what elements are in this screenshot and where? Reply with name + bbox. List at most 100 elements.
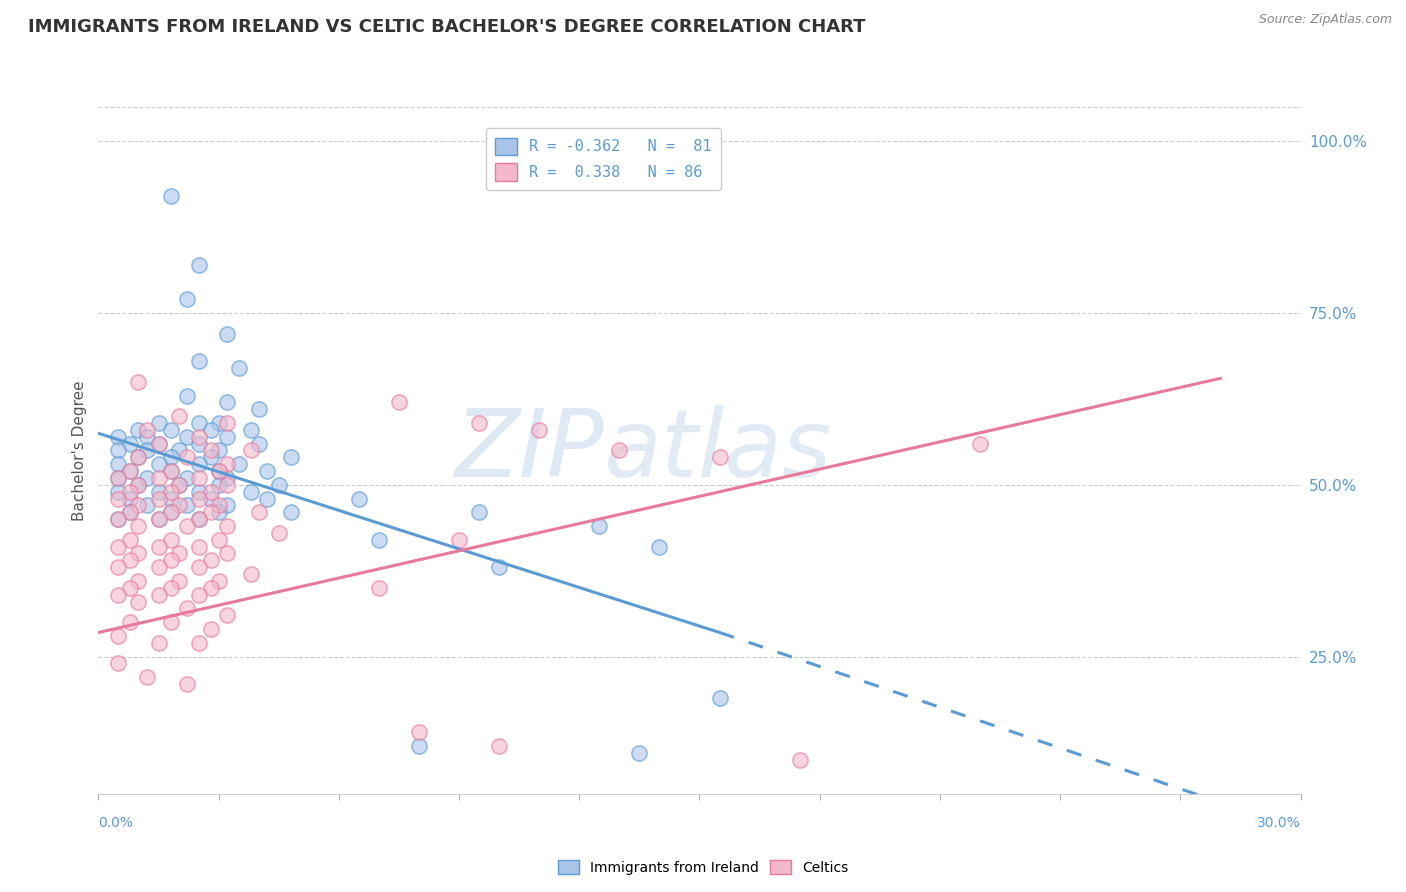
Point <box>208 574 231 588</box>
Point <box>969 436 991 450</box>
Point <box>488 739 510 753</box>
Point <box>200 443 222 458</box>
Point <box>267 478 290 492</box>
Point <box>148 436 170 450</box>
Point <box>148 471 170 485</box>
Point <box>128 519 150 533</box>
Point <box>215 546 238 560</box>
Point <box>159 505 181 519</box>
Point <box>159 189 181 203</box>
Point <box>148 588 170 602</box>
Point <box>200 622 222 636</box>
Point <box>148 560 170 574</box>
Point <box>215 326 238 341</box>
Point <box>208 505 231 519</box>
Point <box>135 471 157 485</box>
Point <box>176 471 198 485</box>
Point <box>167 478 190 492</box>
Point <box>135 430 157 444</box>
Point <box>388 395 411 409</box>
Point <box>256 464 278 478</box>
Point <box>176 601 198 615</box>
Point <box>187 512 209 526</box>
Point <box>128 478 150 492</box>
Point <box>187 484 209 499</box>
Point <box>588 519 610 533</box>
Point <box>148 540 170 554</box>
Text: Source: ZipAtlas.com: Source: ZipAtlas.com <box>1258 13 1392 27</box>
Text: atlas: atlas <box>603 405 831 496</box>
Point <box>200 581 222 595</box>
Point <box>200 553 222 567</box>
Point <box>200 491 222 506</box>
Point <box>187 258 209 272</box>
Point <box>187 512 209 526</box>
Point <box>159 464 181 478</box>
Point <box>208 533 231 547</box>
Point <box>167 409 190 424</box>
Point <box>187 416 209 430</box>
Point <box>215 519 238 533</box>
Point <box>368 581 391 595</box>
Point <box>208 478 231 492</box>
Point <box>176 293 198 307</box>
Point <box>176 388 198 402</box>
Point <box>280 505 302 519</box>
Point <box>107 443 129 458</box>
Point <box>107 512 129 526</box>
Text: ZIP: ZIP <box>454 405 603 496</box>
Point <box>215 499 238 513</box>
Point <box>247 505 270 519</box>
Point <box>187 491 209 506</box>
Point <box>128 499 150 513</box>
Point <box>148 416 170 430</box>
Point <box>247 436 270 450</box>
Point <box>148 512 170 526</box>
Point <box>107 588 129 602</box>
Point <box>408 725 430 739</box>
Point <box>176 499 198 513</box>
Point <box>408 739 430 753</box>
Point <box>120 533 142 547</box>
Point <box>200 505 222 519</box>
Point <box>159 423 181 437</box>
Point <box>187 636 209 650</box>
Point <box>159 615 181 630</box>
Point <box>120 505 142 519</box>
Point <box>228 457 250 471</box>
Point <box>247 402 270 417</box>
Point <box>159 505 181 519</box>
Point <box>215 471 238 485</box>
Point <box>208 443 231 458</box>
Legend: Immigrants from Ireland, Celtics: Immigrants from Ireland, Celtics <box>553 855 853 880</box>
Point <box>208 464 231 478</box>
Point <box>239 484 262 499</box>
Point <box>447 533 470 547</box>
Point <box>128 478 150 492</box>
Point <box>135 443 157 458</box>
Point <box>107 560 129 574</box>
Point <box>176 430 198 444</box>
Point <box>208 416 231 430</box>
Point <box>167 478 190 492</box>
Point <box>200 484 222 499</box>
Point <box>368 533 391 547</box>
Legend: R = -0.362   N =  81, R =  0.338   N = 86: R = -0.362 N = 81, R = 0.338 N = 86 <box>486 128 720 190</box>
Point <box>187 457 209 471</box>
Text: 30.0%: 30.0% <box>1257 816 1301 830</box>
Point <box>159 553 181 567</box>
Point <box>159 581 181 595</box>
Point <box>120 436 142 450</box>
Point <box>187 588 209 602</box>
Point <box>789 752 811 766</box>
Point <box>187 354 209 368</box>
Point <box>176 677 198 691</box>
Point <box>488 560 510 574</box>
Point <box>107 512 129 526</box>
Point <box>120 553 142 567</box>
Point <box>200 423 222 437</box>
Point <box>187 471 209 485</box>
Point <box>107 471 129 485</box>
Point <box>200 450 222 465</box>
Point <box>128 423 150 437</box>
